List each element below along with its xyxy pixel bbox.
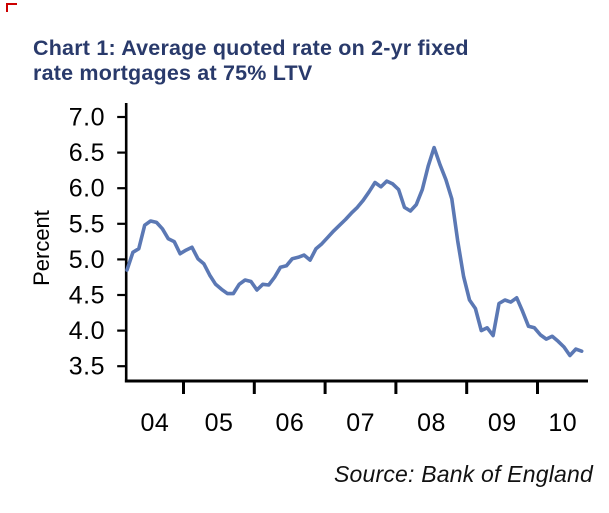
chart-title-line1: Chart 1: Average quoted rate on 2-yr fix… xyxy=(33,36,469,60)
y-axis-tick-label: 4.5 xyxy=(69,282,105,310)
y-axis-tick-label: 5.5 xyxy=(69,210,105,238)
series-line xyxy=(125,145,584,358)
chart-title: Chart 1: Average quoted rate on 2-yr fix… xyxy=(33,36,573,86)
red-annotation-mark xyxy=(6,3,17,12)
y-axis-tick-label: 4.0 xyxy=(69,317,105,345)
x-axis-tick-label: 08 xyxy=(417,409,446,437)
x-axis-tick-label: 06 xyxy=(275,409,304,437)
x-axis-tick-label: 07 xyxy=(346,409,375,437)
y-axis-tick-label: 6.5 xyxy=(69,139,105,167)
y-axis-title: Percent xyxy=(29,210,54,286)
x-axis-tick-label: 04 xyxy=(140,409,169,437)
source-note: Source: Bank of England xyxy=(333,461,593,487)
y-axis-tick-label: 7.0 xyxy=(69,104,105,132)
y-axis-tick-label: 5.0 xyxy=(69,246,105,274)
chart-title-line2: rate mortgages at 75% LTV xyxy=(33,61,313,85)
x-axis-tick-label: 10 xyxy=(548,409,577,437)
y-axis-tick-label: 6.0 xyxy=(69,175,105,203)
x-axis-tick-label: 09 xyxy=(488,409,517,437)
x-axis-tick-label: 05 xyxy=(205,409,234,437)
y-axis-tick-label: 3.5 xyxy=(69,353,105,381)
